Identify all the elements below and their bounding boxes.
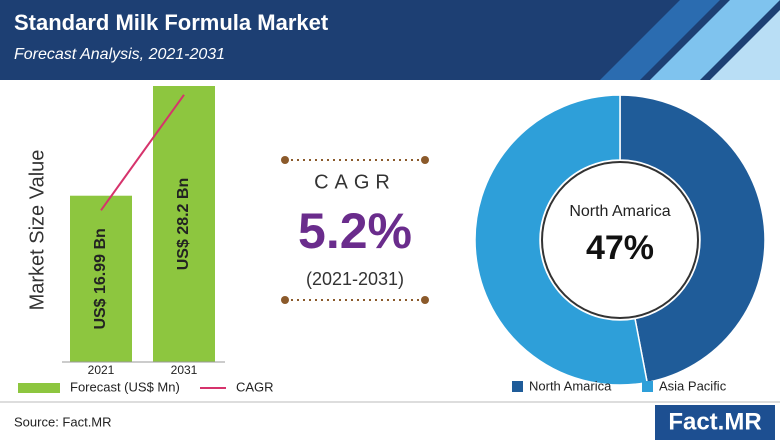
subtitle: Forecast Analysis, 2021-2031 <box>14 46 225 63</box>
cagr-line <box>100 94 185 211</box>
legend-label: Asia Pacific <box>659 378 727 393</box>
cagr-period: (2021-2031) <box>306 269 404 289</box>
logo-box <box>655 405 775 440</box>
divider-dot <box>421 296 429 304</box>
legend-swatch <box>642 381 653 392</box>
bar-value-label: US$ 16.99 Bn <box>92 228 109 329</box>
x-tick-label: 2031 <box>171 363 198 377</box>
legend-label: North Amarica <box>529 378 612 393</box>
bar <box>70 195 132 362</box>
legend-swatch <box>512 381 523 392</box>
divider-dot <box>421 156 429 164</box>
bar-value-label: US$ 28.2 Bn <box>175 178 192 270</box>
divider-dot <box>281 296 289 304</box>
x-tick-label: 2021 <box>88 363 115 377</box>
cagr-panel: CAGR 5.2% (2021-2031) <box>281 156 429 304</box>
bar <box>153 86 215 362</box>
y-axis-label: Market Size Value <box>26 150 48 311</box>
donut-center <box>541 161 699 319</box>
header-stripe <box>710 10 780 80</box>
legend-label: CAGR <box>236 379 274 394</box>
center-category: North Amarica <box>569 203 670 220</box>
legend-swatch <box>18 383 60 393</box>
center-value: 47% <box>586 229 654 267</box>
header-stripe <box>650 0 780 80</box>
source: Source: Fact.MR <box>14 414 112 429</box>
logo: Fact.MR <box>668 408 761 435</box>
divider-dot <box>281 156 289 164</box>
legend-label: Forecast (US$ Mn) <box>70 379 180 394</box>
pie-slice <box>619 94 766 384</box>
cagr-value: 5.2% <box>298 203 412 259</box>
cagr-label: CAGR <box>314 171 396 193</box>
header-stripe <box>600 0 720 80</box>
pie-slice <box>474 94 649 386</box>
title: Standard Milk Formula Market <box>14 10 329 35</box>
